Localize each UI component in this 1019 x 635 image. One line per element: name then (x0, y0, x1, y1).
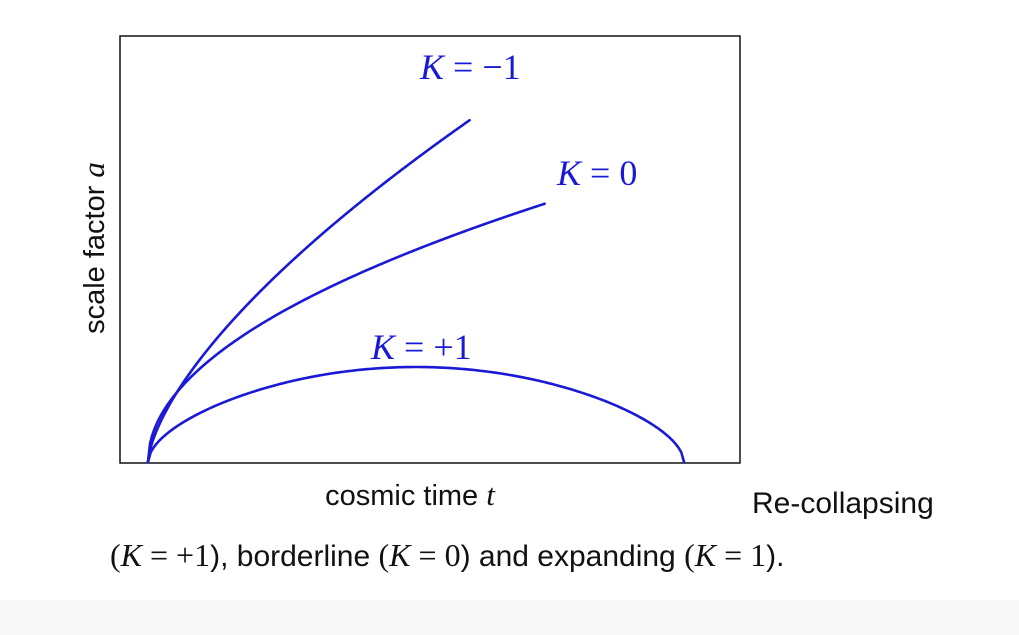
figure-caption-line1: Re-collapsing (752, 487, 934, 520)
scale-factor-chart: K = −1 K = 0 K = +1 cosmic time t scale fa… (76, 35, 741, 512)
series-curve-1 (146, 118, 471, 464)
plot-frame (119, 35, 741, 464)
figure-caption-line2: (K = +1), borderline (K = 0) and expandi… (110, 537, 785, 573)
y-axis-label: scale factor a (76, 162, 111, 334)
series-label-2: K = 0 (556, 153, 637, 193)
series-label-3: K = +1 (370, 327, 472, 367)
x-axis-label: cosmic time t (325, 477, 496, 512)
series-label-1: K = −1 (419, 47, 521, 87)
series-curve-2 (146, 202, 546, 464)
chart-series-labels: K = −1 K = 0 K = +1 (370, 47, 637, 367)
chart-curves (146, 118, 686, 464)
bottom-strip (0, 600, 1019, 635)
series-curve-3 (146, 365, 686, 464)
